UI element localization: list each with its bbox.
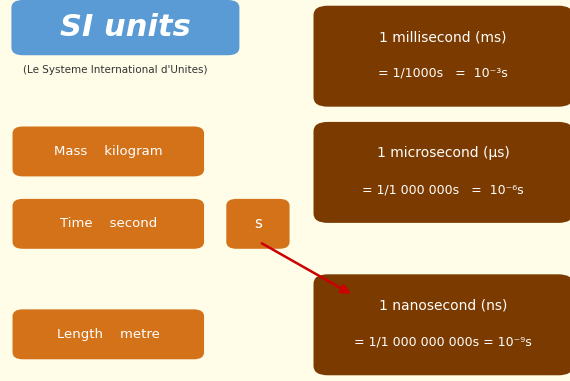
- FancyBboxPatch shape: [11, 0, 239, 55]
- FancyBboxPatch shape: [13, 126, 204, 176]
- Text: 1 microsecond (μs): 1 microsecond (μs): [377, 146, 510, 160]
- Text: (Le Systeme International d'Unites): (Le Systeme International d'Unites): [23, 66, 207, 75]
- Text: Mass    kilogram: Mass kilogram: [54, 145, 162, 158]
- FancyBboxPatch shape: [314, 6, 570, 107]
- Text: 1 millisecond (ms): 1 millisecond (ms): [380, 30, 507, 44]
- Text: = 1/1 000 000 000s = 10⁻⁹s: = 1/1 000 000 000s = 10⁻⁹s: [355, 335, 532, 349]
- Text: = 1/1000s   =  10⁻³s: = 1/1000s = 10⁻³s: [378, 67, 508, 80]
- FancyBboxPatch shape: [314, 122, 570, 223]
- Text: Time    second: Time second: [60, 217, 157, 231]
- Text: Length    metre: Length metre: [57, 328, 160, 341]
- FancyBboxPatch shape: [13, 199, 204, 249]
- Text: SI units: SI units: [60, 13, 191, 42]
- Text: = 1/1 000 000s   =  10⁻⁶s: = 1/1 000 000s = 10⁻⁶s: [363, 183, 524, 196]
- FancyBboxPatch shape: [226, 199, 290, 249]
- FancyBboxPatch shape: [314, 274, 570, 375]
- Text: 1 nanosecond (ns): 1 nanosecond (ns): [379, 299, 507, 313]
- FancyBboxPatch shape: [13, 309, 204, 359]
- Text: s: s: [254, 216, 262, 231]
